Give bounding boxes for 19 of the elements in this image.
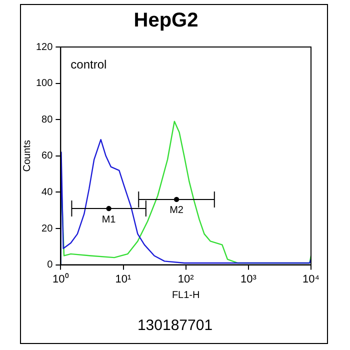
x-axis-title: FL1-H xyxy=(172,290,200,301)
y-tick-label: 80 xyxy=(42,114,54,126)
x-tick-label: 10⁰ xyxy=(52,272,69,286)
annotation: control xyxy=(70,57,107,72)
x-tick-label: 10¹ xyxy=(115,273,132,286)
x-tick-label: 10³ xyxy=(240,273,257,286)
text: 130187701 xyxy=(136,317,214,334)
x-tick-label: 10⁴ xyxy=(302,273,320,286)
y-tick-label: 0 xyxy=(47,260,54,271)
y-tick-label: 20 xyxy=(42,223,54,234)
y-tick-label: 40 xyxy=(42,186,54,198)
chart-title: HepG2 xyxy=(134,10,198,32)
y-tick-label: 120 xyxy=(36,42,54,53)
series-label: M1 xyxy=(102,214,116,226)
x-tick-label: 10² xyxy=(178,273,194,286)
series-label: M2 xyxy=(170,205,184,216)
y-axis-title: Counts xyxy=(22,140,33,172)
y-tick-label: 100 xyxy=(36,78,54,90)
y-tick-label: 60 xyxy=(42,150,54,162)
